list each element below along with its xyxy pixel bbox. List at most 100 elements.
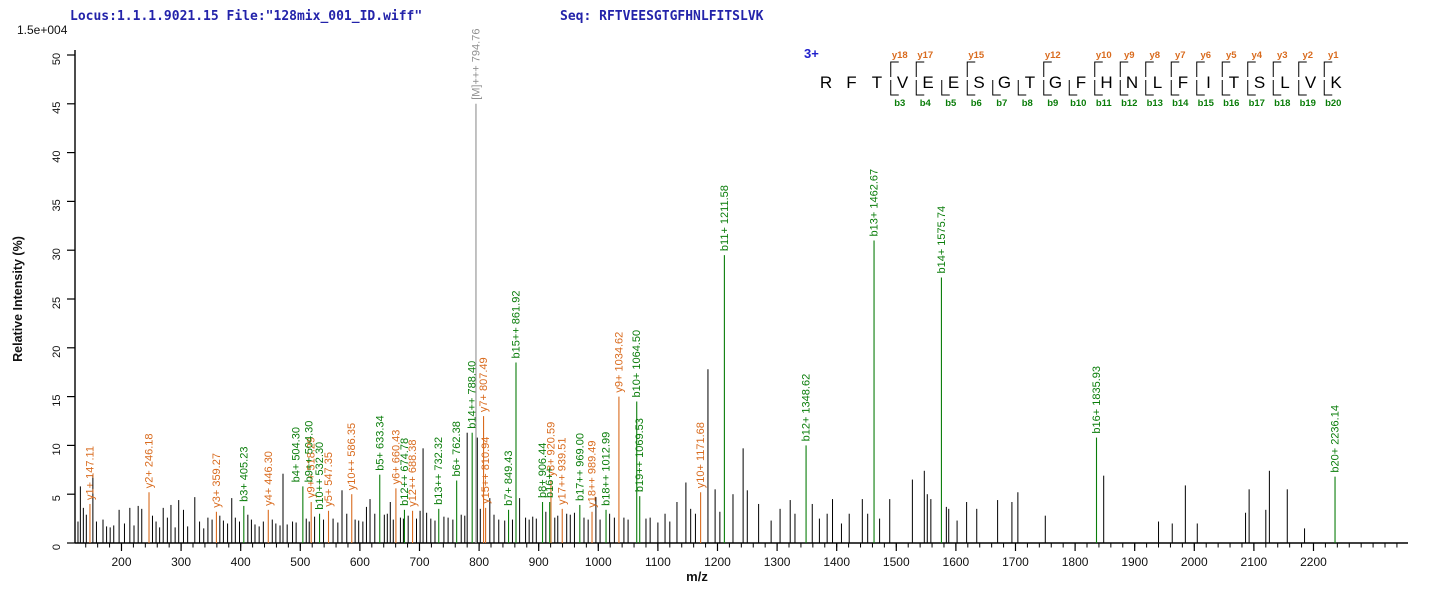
charge-state: 3+ — [804, 46, 819, 61]
y-ion-ladder-label: y12 — [1045, 50, 1061, 61]
y-ion-ladder-label: y8 — [1149, 50, 1160, 61]
b-ion-peak-label: b12+ 1348.62 — [801, 374, 813, 442]
b-ion-peak-label: b9++ 504.30 — [303, 421, 315, 483]
y-ion-ladder-label: y9 — [1124, 50, 1135, 61]
b-ion-ladder-label: b8 — [1022, 98, 1033, 109]
y-ion-ladder-label: y15 — [968, 50, 985, 61]
x-tick-label: 1100 — [645, 555, 671, 569]
y-cleavage-mark — [1094, 61, 1103, 77]
residue-letter: L — [1153, 73, 1162, 92]
b-cleavage-mark — [1145, 80, 1154, 96]
residue-letter: E — [922, 73, 933, 92]
b-ion-ladder-label: b16 — [1223, 98, 1239, 109]
b-ion-peak-label: b11+ 1211.58 — [719, 185, 731, 251]
b-ion-ladder-label: b3 — [894, 98, 905, 109]
y-cleavage-mark — [1145, 61, 1154, 77]
residue-letter: F — [1178, 73, 1188, 92]
b-ion-ladder-label: b18 — [1274, 98, 1290, 109]
y-cleavage-mark — [1247, 61, 1256, 77]
y-cleavage-mark — [890, 61, 899, 77]
y-tick-label: 10 — [51, 443, 63, 455]
b-ion-ladder-label: b10 — [1070, 98, 1086, 109]
b-cleavage-mark — [1323, 80, 1333, 96]
b-ion-peak-label: b12++ 674.78 — [399, 438, 411, 506]
residue-letter: V — [1305, 73, 1317, 92]
b-cleavage-mark — [1068, 80, 1078, 96]
x-tick-label: 300 — [171, 555, 191, 569]
b-ion-peak-label: b5+ 633.34 — [374, 415, 386, 470]
y-ion-ladder-label: y6 — [1200, 50, 1211, 61]
b-ion-ladder-label: b6 — [971, 98, 982, 109]
x-tick-label: 800 — [469, 555, 489, 569]
x-tick-label: 1200 — [704, 555, 731, 569]
residue-letter: F — [1076, 73, 1086, 92]
y-cleavage-mark — [1221, 61, 1231, 77]
residue-letter: I — [1206, 73, 1211, 92]
y-ion-peak-label: y4+ 446.30 — [263, 451, 275, 506]
y-ion-peak-label: y17++ 939.51 — [557, 438, 569, 505]
y-tick-label: 30 — [51, 248, 63, 260]
y-ion-ladder-label: y4 — [1251, 50, 1262, 61]
y-ion-peak-label: y1+ 147.11 — [84, 446, 96, 500]
y-ion-ladder-label: y7 — [1175, 50, 1186, 61]
b-ion-ladder-label: b11 — [1096, 98, 1113, 109]
x-tick-label: 2000 — [1181, 555, 1208, 569]
b-cleavage-mark — [1119, 80, 1129, 96]
y-ion-peak-label: y10++ 586.35 — [346, 423, 358, 490]
y-tick-label: 35 — [51, 199, 63, 211]
b-ion-peak-label: b15++ 861.92 — [510, 291, 522, 359]
residue-letter: S — [1254, 73, 1265, 92]
b-ion-peak-label: b16+ 1835.93 — [1091, 366, 1103, 434]
x-tick-label: 1700 — [1002, 555, 1029, 569]
y-ion-peak-label: y3+ 359.27 — [211, 453, 223, 508]
b-ion-peak-label: b6+ 762.38 — [451, 421, 463, 476]
y-ion-peak-label: y5+ 547.35 — [323, 452, 335, 507]
y-cleavage-mark — [1298, 61, 1307, 77]
y-tick-label: 5 — [51, 495, 63, 501]
b-ion-ladder-label: b7 — [996, 98, 1007, 109]
b-cleavage-mark — [966, 80, 976, 96]
b-ion-ladder-label: b12 — [1121, 98, 1137, 109]
y-ion-peak-label: y6+ 660.43 — [390, 430, 402, 485]
y-ion-peak-label: y15++ 810.94 — [480, 437, 492, 504]
b-ion-peak-label: b10++ 532.30 — [314, 442, 326, 510]
header-sequence: Seq: RFTVEESGTGFHNLFITSLVK — [560, 9, 764, 24]
residue-letter: G — [998, 73, 1011, 92]
y-tick-label: 25 — [51, 297, 63, 309]
residue-letter: V — [897, 73, 909, 92]
y-tick-label: 15 — [51, 394, 63, 406]
y-ion-ladder-label: y18 — [892, 50, 908, 61]
b-ion-ladder-label: b17 — [1249, 98, 1265, 109]
b-ion-ladder-label: b4 — [920, 98, 932, 109]
residue-letter: T — [1025, 73, 1035, 92]
b-cleavage-mark — [1043, 80, 1052, 96]
b-cleavage-mark — [992, 80, 1001, 96]
y-cleavage-mark — [1043, 61, 1052, 77]
b-ion-peak-label: b19++ 1069.53 — [634, 418, 646, 492]
y-tick-label: 20 — [51, 346, 63, 358]
y-cleavage-mark — [1119, 61, 1129, 77]
b-cleavage-mark — [1221, 80, 1231, 96]
y-cleavage-mark — [1170, 61, 1180, 77]
x-tick-label: 1400 — [823, 555, 850, 569]
residue-letter: K — [1330, 73, 1342, 92]
x-tick-label: 2200 — [1300, 555, 1327, 569]
x-tick-label: 2100 — [1241, 555, 1268, 569]
b-ion-peak-label: b7+ 849.43 — [503, 450, 515, 505]
b-ion-peak-label: b17++ 969.00 — [574, 433, 586, 501]
residue-letter: G — [1049, 73, 1062, 92]
x-tick-label: 1500 — [883, 555, 910, 569]
b-ion-ladder-label: b14 — [1172, 98, 1189, 109]
y-cleavage-mark — [1272, 61, 1282, 77]
y-ion-peak-label: y9+ 1034.62 — [613, 332, 625, 393]
residue-letter: T — [1229, 73, 1239, 92]
b-ion-peak-label: b20+ 2236.14 — [1330, 405, 1342, 473]
y-ion-ladder-label: y5 — [1226, 50, 1237, 61]
b-ion-ladder-label: b19 — [1300, 98, 1316, 109]
y-tick-label: 0 — [51, 544, 63, 550]
y-cleavage-mark — [1196, 61, 1205, 77]
residue-letter: T — [872, 73, 882, 92]
b-ion-ladder-label: b9 — [1047, 98, 1058, 109]
x-tick-label: 1300 — [764, 555, 791, 569]
